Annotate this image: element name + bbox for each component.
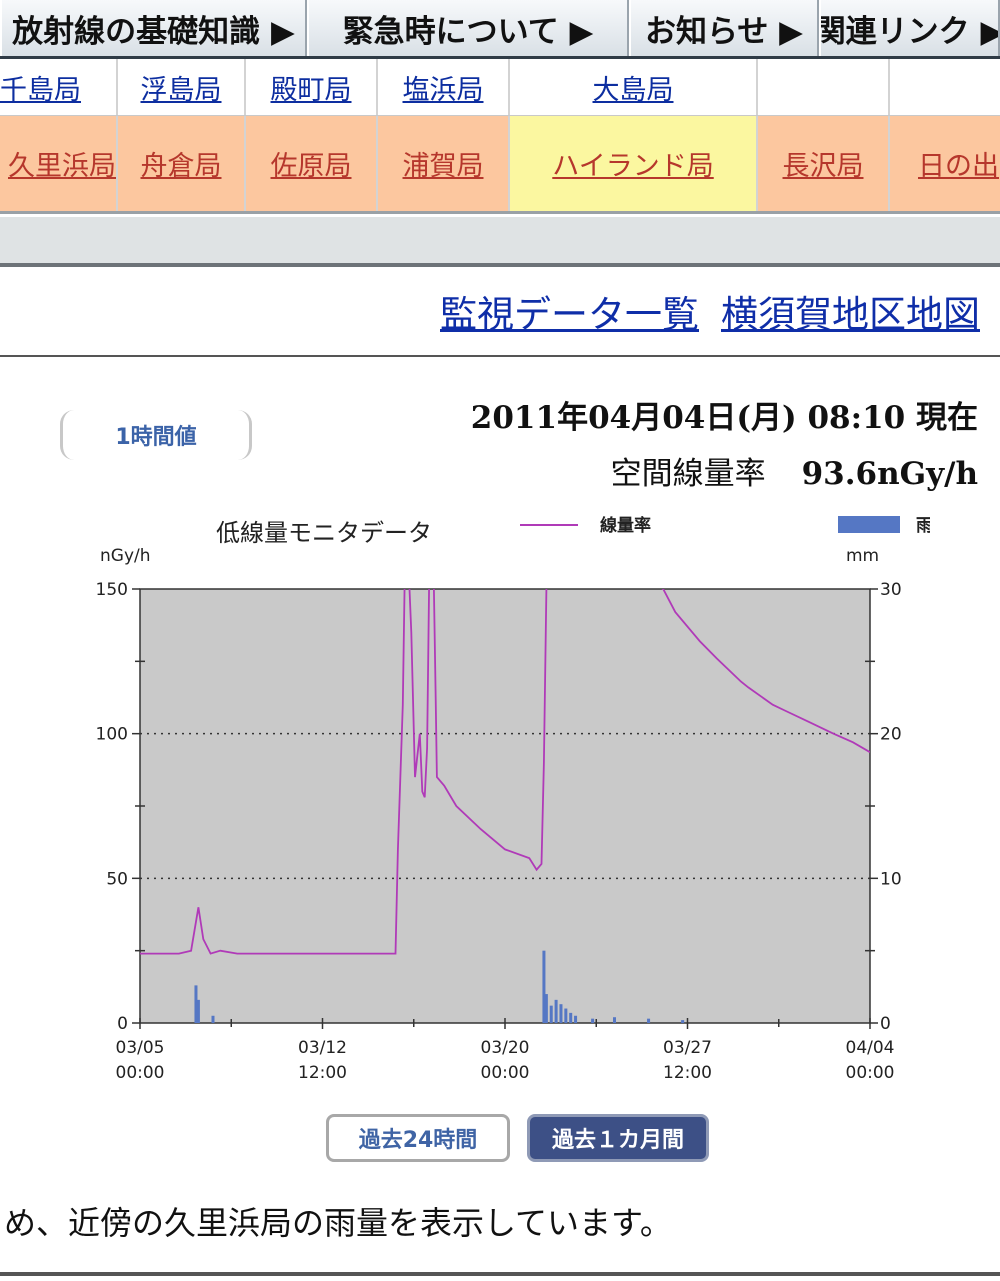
station-hinode[interactable]: 日の出 bbox=[918, 151, 999, 182]
nav-notices[interactable]: お知らせ ▶ bbox=[629, 0, 819, 56]
rainfall-bar bbox=[549, 1005, 553, 1023]
x-tick-time: 12:00 bbox=[663, 1063, 712, 1083]
y-right-tick-label: 20 bbox=[880, 725, 902, 745]
plot-area bbox=[139, 588, 871, 1024]
x-tick-date: 04/04 bbox=[846, 1038, 895, 1058]
x-tick-time: 00:00 bbox=[481, 1063, 530, 1083]
past-month-button[interactable]: 過去１カ月間 bbox=[527, 1114, 709, 1162]
rainfall-bar bbox=[591, 1018, 595, 1023]
legend-bar-swatch bbox=[838, 516, 900, 533]
legend-bar-label: 雨量 bbox=[916, 515, 930, 536]
y-left-unit: nGy/h bbox=[100, 546, 151, 566]
rainfall-bar bbox=[211, 1015, 215, 1023]
station-chishima[interactable]: 千島局 bbox=[0, 59, 118, 115]
nav-related-links[interactable]: 関連リンク ▶ bbox=[819, 0, 1000, 56]
dose-rate-series bbox=[140, 589, 870, 955]
station-sawara[interactable]: 佐原局 bbox=[246, 116, 378, 211]
rainfall-bar bbox=[681, 1020, 685, 1023]
x-tick-date: 03/05 bbox=[116, 1038, 165, 1058]
station-row-2: 久里浜局 舟倉局 佐原局 浦賀局 ハイランド局 長沢局 日の出 bbox=[0, 116, 1000, 214]
rainfall-bars bbox=[194, 950, 685, 1023]
y-left-tick-label: 150 bbox=[96, 580, 128, 600]
rainfall-bar bbox=[569, 1012, 573, 1023]
top-navigation: 放射線の基礎知識 ▶ 緊急時について ▶ お知らせ ▶ 関連リンク ▶ bbox=[0, 0, 1000, 59]
x-tick-date: 03/20 bbox=[481, 1038, 530, 1058]
y-left-tick-label: 100 bbox=[96, 725, 128, 745]
station-empty-2 bbox=[890, 59, 1000, 115]
nav-radiation-basics[interactable]: 放射線の基礎知識 ▶ bbox=[0, 0, 307, 56]
y-left-tick-label: 0 bbox=[117, 1014, 128, 1034]
rainfall-bar bbox=[564, 1008, 568, 1023]
reading-datetime: 2011年04月04日(月) 08:10 現在 bbox=[470, 400, 978, 436]
x-tick-date: 03/27 bbox=[663, 1038, 712, 1058]
rainfall-bar bbox=[554, 999, 558, 1023]
footnote-text: め、近傍の久里浜局の雨量を表示しています。 bbox=[4, 1204, 672, 1242]
dose-rate-line bbox=[140, 589, 870, 955]
y-right-unit: mm bbox=[846, 546, 879, 566]
station-oshima[interactable]: 大島局 bbox=[510, 59, 758, 115]
dose-rate-value: 93.6nGy/h bbox=[801, 456, 978, 492]
x-tick-time: 00:00 bbox=[846, 1063, 895, 1083]
hourly-value-button[interactable]: 1時間値 bbox=[60, 410, 252, 460]
gridlines bbox=[140, 732, 870, 880]
rainfall-bar bbox=[194, 985, 198, 1023]
station-funakura[interactable]: 舟倉局 bbox=[118, 116, 246, 211]
x-tick-time: 00:00 bbox=[116, 1063, 165, 1083]
station-shiohama[interactable]: 塩浜局 bbox=[378, 59, 510, 115]
station-nagasawa[interactable]: 長沢局 bbox=[758, 116, 890, 211]
station-row-1: 千島局 浮島局 殿町局 塩浜局 大島局 bbox=[0, 59, 1000, 116]
links-bar: 監視データ一覧 横須賀地区地図 bbox=[0, 267, 1000, 357]
divider-band bbox=[0, 217, 1000, 267]
y-right-tick-label: 30 bbox=[880, 580, 902, 600]
rainfall-bar bbox=[574, 1015, 578, 1023]
x-tick-date: 03/12 bbox=[298, 1038, 347, 1058]
rainfall-bar bbox=[613, 1017, 616, 1023]
y-right-tick-label: 10 bbox=[880, 869, 902, 889]
rainfall-bar bbox=[196, 999, 200, 1023]
legend-line-label: 線量率 bbox=[600, 515, 651, 536]
area-map-link[interactable]: 横須賀地区地図 bbox=[721, 293, 980, 336]
rainfall-bar bbox=[544, 994, 548, 1023]
dose-rate-chart: 低線量モニタデータ 線量率 雨量 nGy/h mm 0 50 100 150 0 10 20… bbox=[96, 515, 930, 1083]
nav-emergency[interactable]: 緊急時について ▶ bbox=[307, 0, 629, 56]
rainfall-bar bbox=[559, 1004, 563, 1023]
station-kurihama[interactable]: 久里浜局 bbox=[0, 116, 118, 211]
axes: 0 50 100 150 0 10 20 30 03/05 00:00 03/12 12:00 03/2… bbox=[96, 580, 902, 1083]
dose-rate-reading: 空間線量率 93.6nGy/h bbox=[611, 448, 978, 493]
rainfall-bar bbox=[542, 950, 546, 1023]
x-tick-time: 12:00 bbox=[298, 1063, 347, 1083]
y-left-tick-label: 50 bbox=[106, 869, 128, 889]
station-uraga[interactable]: 浦賀局 bbox=[378, 116, 510, 211]
past-24h-button[interactable]: 過去24時間 bbox=[326, 1114, 510, 1162]
bottom-divider bbox=[0, 1272, 1000, 1276]
station-ukishima[interactable]: 浮島局 bbox=[118, 59, 246, 115]
monitor-list-link[interactable]: 監視データ一覧 bbox=[440, 293, 699, 336]
station-tonomachi[interactable]: 殿町局 bbox=[246, 59, 378, 115]
chart-title: 低線量モニタデータ bbox=[216, 519, 432, 547]
station-highland[interactable]: ハイランド局 bbox=[510, 116, 758, 211]
station-empty-1 bbox=[758, 59, 890, 115]
rainfall-bar bbox=[647, 1018, 651, 1023]
dose-rate-label: 空間線量率 bbox=[610, 456, 766, 492]
y-right-tick-label: 0 bbox=[880, 1014, 891, 1034]
